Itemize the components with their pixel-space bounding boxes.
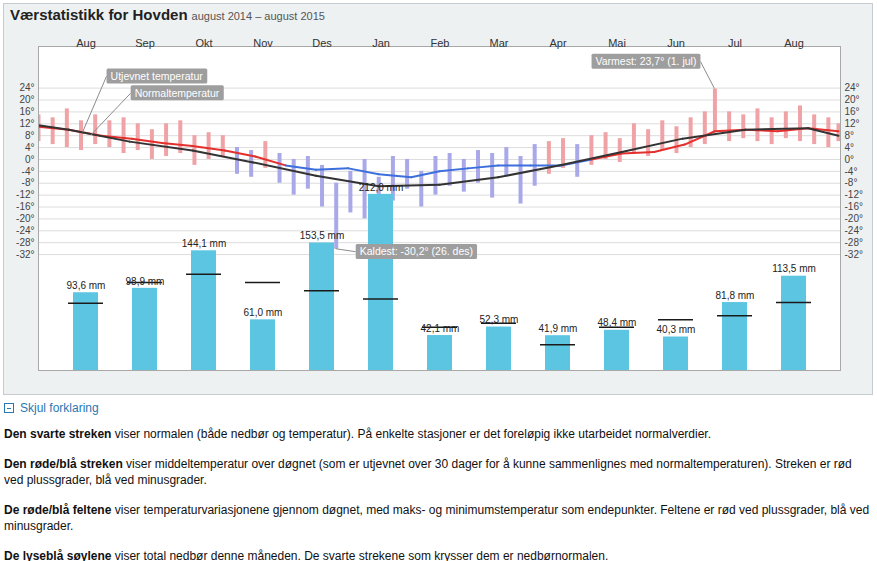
- svg-text:-24°: -24°: [16, 225, 34, 236]
- svg-text:Mai: Mai: [608, 37, 626, 49]
- svg-text:Nov: Nov: [253, 37, 273, 49]
- svg-text:Normaltemperatur: Normaltemperatur: [135, 87, 220, 99]
- svg-text:0°: 0°: [25, 154, 35, 165]
- svg-text:-32°: -32°: [845, 249, 863, 260]
- svg-text:Feb: Feb: [431, 37, 450, 49]
- svg-text:24°: 24°: [845, 82, 860, 93]
- svg-text:-24°: -24°: [845, 225, 863, 236]
- svg-text:Okt: Okt: [195, 37, 212, 49]
- svg-text:-12°: -12°: [845, 189, 863, 200]
- svg-text:24°: 24°: [19, 82, 34, 93]
- svg-text:-8°: -8°: [22, 177, 35, 188]
- svg-text:Jan: Jan: [372, 37, 390, 49]
- svg-text:98,9 mm: 98,9 mm: [126, 276, 165, 287]
- svg-text:8°: 8°: [25, 130, 35, 141]
- svg-text:Aug: Aug: [784, 37, 804, 49]
- svg-text:4°: 4°: [845, 142, 855, 153]
- svg-text:42,1 mm: 42,1 mm: [421, 323, 460, 334]
- html-text:Skjul forklaring: Skjul forklaring: [20, 401, 99, 415]
- svg-text:-4°: -4°: [845, 166, 858, 177]
- svg-text:Varmest: 23,7° (1. jul): Varmest: 23,7° (1. jul): [596, 55, 697, 67]
- svg-text:-12°: -12°: [16, 189, 34, 200]
- svg-text:12°: 12°: [19, 118, 34, 129]
- svg-text:Jul: Jul: [728, 37, 742, 49]
- svg-text:12°: 12°: [845, 118, 860, 129]
- html-text:Den svarte streken viser norma: Den svarte streken viser normalen (både …: [4, 427, 711, 441]
- svg-text:153,5 mm: 153,5 mm: [300, 230, 344, 241]
- svg-text:-16°: -16°: [845, 201, 863, 212]
- svg-text:-16°: -16°: [16, 201, 34, 212]
- svg-text:Aug: Aug: [76, 37, 96, 49]
- svg-text:Utjevnet temperatur: Utjevnet temperatur: [111, 70, 204, 82]
- svg-text:Apr: Apr: [549, 37, 566, 49]
- svg-text:-8°: -8°: [845, 177, 858, 188]
- svg-text:93,6 mm: 93,6 mm: [67, 280, 106, 291]
- svg-text:20°: 20°: [845, 94, 860, 105]
- svg-text:-20°: -20°: [845, 213, 863, 224]
- svg-text:Mar: Mar: [490, 37, 509, 49]
- svg-text:20°: 20°: [19, 94, 34, 105]
- svg-text:0°: 0°: [845, 154, 855, 165]
- svg-text:-28°: -28°: [16, 237, 34, 248]
- svg-text:48,4 mm: 48,4 mm: [598, 317, 637, 328]
- svg-text:16°: 16°: [845, 106, 860, 117]
- html-text:De røde/blå feltene viser temp: De røde/blå feltene viser temperaturvari…: [4, 503, 870, 533]
- svg-text:Kaldest: -30,2° (26. des): Kaldest: -30,2° (26. des): [360, 245, 473, 257]
- svg-text:-32°: -32°: [16, 249, 34, 260]
- html-text:Den røde/blå streken viser mid: Den røde/blå streken viser middeltempera…: [4, 457, 852, 487]
- svg-text:-4°: -4°: [22, 166, 35, 177]
- svg-text:52,3 mm: 52,3 mm: [480, 314, 519, 325]
- svg-text:Jun: Jun: [667, 37, 685, 49]
- svg-text:81,8 mm: 81,8 mm: [716, 290, 755, 301]
- svg-text:144,1 mm: 144,1 mm: [182, 238, 226, 249]
- svg-text:-28°: -28°: [845, 237, 863, 248]
- svg-text:4°: 4°: [25, 142, 35, 153]
- svg-text:41,9 mm: 41,9 mm: [539, 323, 578, 334]
- svg-text:61,0 mm: 61,0 mm: [244, 307, 283, 318]
- svg-text:16°: 16°: [19, 106, 34, 117]
- svg-text:Sep: Sep: [135, 37, 155, 49]
- svg-text:-20°: -20°: [16, 213, 34, 224]
- svg-text:113,5 mm: 113,5 mm: [772, 263, 816, 274]
- svg-text:40,3 mm: 40,3 mm: [657, 324, 696, 335]
- svg-text:8°: 8°: [845, 130, 855, 141]
- svg-text:Des: Des: [312, 37, 332, 49]
- html-text:Værstatistikk for Hovden augus: Værstatistikk for Hovden august 2014 – a…: [10, 6, 325, 23]
- svg-text:212,0 mm: 212,0 mm: [359, 182, 403, 193]
